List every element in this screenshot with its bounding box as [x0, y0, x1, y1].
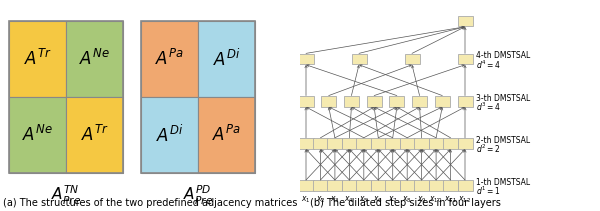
- Bar: [389, 96, 404, 107]
- Bar: [9, 21, 66, 97]
- Text: $A^{Di}$: $A^{Di}$: [212, 49, 241, 70]
- Bar: [299, 96, 314, 107]
- Text: 4-th DMSTSAL: 4-th DMSTSAL: [476, 51, 530, 60]
- Bar: [458, 54, 473, 64]
- Bar: [371, 138, 386, 149]
- Text: $A^{TN}_{Pre}$: $A^{TN}_{Pre}$: [51, 184, 81, 207]
- Text: $x_{5}$: $x_{5}$: [359, 195, 368, 205]
- Text: $d^3 = 4$: $d^3 = 4$: [476, 100, 500, 113]
- Text: $A^{Tr}$: $A^{Tr}$: [23, 49, 52, 69]
- Bar: [141, 97, 198, 173]
- Bar: [443, 180, 458, 191]
- Bar: [342, 138, 357, 149]
- Text: $x_{10}$: $x_{10}$: [430, 195, 443, 205]
- Bar: [328, 138, 343, 149]
- Text: $x_{1}$: $x_{1}$: [301, 195, 311, 205]
- Bar: [9, 97, 66, 173]
- Text: $x_{12}$: $x_{12}$: [458, 195, 472, 205]
- Text: $x_{9}$: $x_{9}$: [417, 195, 427, 205]
- Text: $A^{PD}_{Pre}$: $A^{PD}_{Pre}$: [183, 184, 213, 207]
- Text: $A^{Tr}$: $A^{Tr}$: [80, 125, 109, 145]
- Text: (b) The dilated step sizes in four layers: (b) The dilated step sizes in four layer…: [310, 198, 500, 208]
- Text: $A^{Ne}$: $A^{Ne}$: [79, 49, 110, 69]
- Bar: [352, 54, 367, 64]
- Text: $A^{Pa}$: $A^{Pa}$: [212, 125, 241, 145]
- Bar: [299, 138, 314, 149]
- Bar: [342, 180, 357, 191]
- Bar: [367, 96, 382, 107]
- Bar: [458, 180, 473, 191]
- Bar: [321, 96, 336, 107]
- Bar: [400, 138, 415, 149]
- Bar: [66, 97, 123, 173]
- Bar: [299, 180, 314, 191]
- Text: (a) The structures of the two predefined adjacency matrices: (a) The structures of the two predefined…: [3, 198, 297, 208]
- Bar: [344, 96, 359, 107]
- Text: $x_{3}$: $x_{3}$: [330, 195, 340, 205]
- Bar: [66, 21, 123, 97]
- Bar: [385, 180, 400, 191]
- Bar: [428, 138, 443, 149]
- Text: $x_{11}$: $x_{11}$: [444, 195, 457, 205]
- Text: $x_{6}$: $x_{6}$: [373, 195, 383, 205]
- Text: $d^1 = 1$: $d^1 = 1$: [476, 185, 500, 197]
- Bar: [443, 138, 458, 149]
- Text: 1-th DMSTSAL: 1-th DMSTSAL: [476, 178, 530, 187]
- Bar: [9, 21, 123, 173]
- Bar: [458, 138, 473, 149]
- Bar: [435, 96, 450, 107]
- Text: $A^{Ne}$: $A^{Ne}$: [22, 125, 53, 145]
- Text: $d^4 = 4$: $d^4 = 4$: [476, 58, 500, 70]
- Bar: [428, 180, 443, 191]
- Text: 2-th DMSTSAL: 2-th DMSTSAL: [476, 136, 530, 145]
- Bar: [328, 180, 343, 191]
- Bar: [356, 180, 371, 191]
- Text: $x_{4}$: $x_{4}$: [344, 195, 354, 205]
- Text: $x_{8}$: $x_{8}$: [403, 195, 412, 205]
- Text: $d^2 = 2$: $d^2 = 2$: [476, 143, 500, 155]
- Bar: [356, 138, 371, 149]
- Text: $A^{Di}$: $A^{Di}$: [155, 124, 184, 146]
- Bar: [385, 138, 400, 149]
- Bar: [198, 21, 255, 97]
- Bar: [412, 96, 427, 107]
- Bar: [414, 138, 429, 149]
- Bar: [299, 54, 314, 64]
- Bar: [198, 97, 255, 173]
- Bar: [458, 16, 473, 26]
- Bar: [313, 138, 328, 149]
- Bar: [141, 21, 255, 173]
- Text: $x_{7}$: $x_{7}$: [388, 195, 398, 205]
- Bar: [313, 180, 328, 191]
- Bar: [414, 180, 429, 191]
- Text: $x_{2}$: $x_{2}$: [316, 195, 325, 205]
- Bar: [458, 96, 473, 107]
- Bar: [400, 180, 415, 191]
- Bar: [404, 54, 419, 64]
- Bar: [141, 21, 198, 97]
- Text: $A^{Pa}$: $A^{Pa}$: [155, 49, 184, 69]
- Bar: [371, 180, 386, 191]
- Text: 3-th DMSTSAL: 3-th DMSTSAL: [476, 94, 530, 103]
